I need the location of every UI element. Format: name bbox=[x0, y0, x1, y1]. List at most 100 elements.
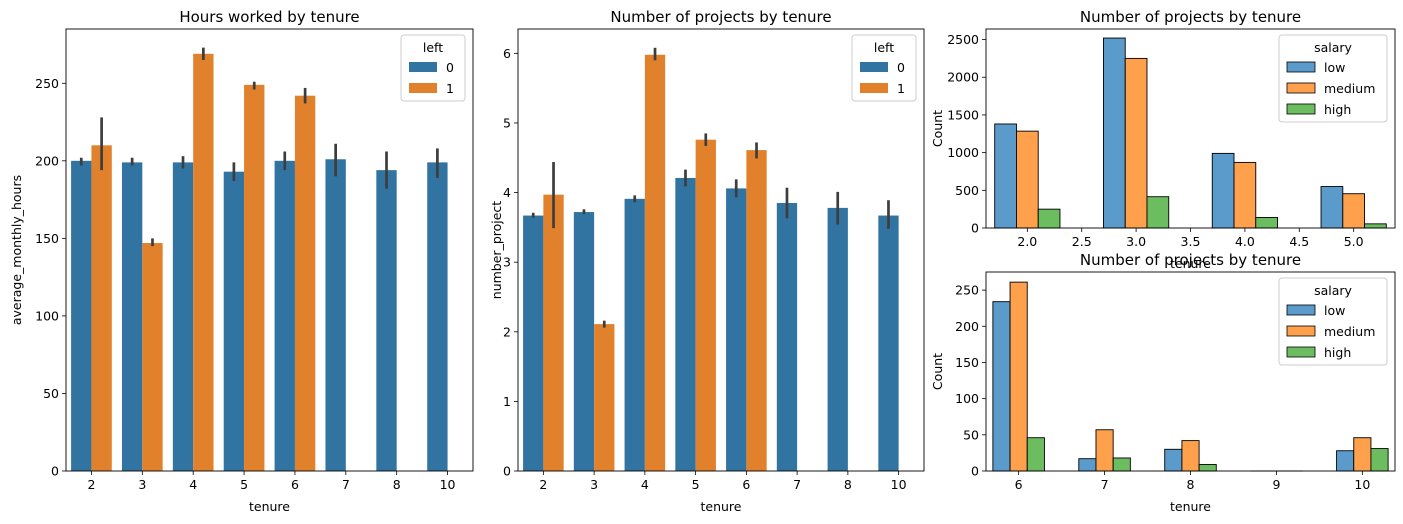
chart2-legend-label: 0 bbox=[897, 60, 905, 75]
chart3-ytick-label: 1500 bbox=[947, 107, 979, 122]
chart3-legend-box bbox=[1278, 34, 1388, 123]
axes-frame bbox=[985, 271, 1396, 472]
chart4-bar bbox=[1095, 429, 1114, 472]
chart3-bar bbox=[994, 123, 1017, 229]
chart1-legend-title: left bbox=[423, 40, 443, 55]
chart3-bar bbox=[1320, 186, 1344, 229]
chart3-xtick-label: 3.0 bbox=[1126, 234, 1146, 249]
chart2-bar bbox=[573, 212, 595, 471]
chart4-legend-box bbox=[1278, 277, 1388, 366]
chart1-ytick-label: 200 bbox=[35, 153, 59, 168]
chart2-xtick-label: 7 bbox=[793, 477, 801, 492]
chart2-bar bbox=[726, 188, 747, 471]
chart3-xlabel: tenure bbox=[1170, 256, 1211, 271]
chart2-xtick-label: 10 bbox=[891, 477, 907, 492]
chart3-legend-label: low bbox=[1324, 60, 1345, 75]
chart3-xtick-label: 4.0 bbox=[1235, 234, 1255, 249]
chart1-xtick-label: 8 bbox=[393, 477, 401, 492]
chart1-ytick-label: 150 bbox=[35, 231, 59, 246]
chart1-bar bbox=[223, 171, 245, 471]
chart2-legend-title: left bbox=[874, 40, 894, 55]
chart1-bar bbox=[172, 162, 194, 472]
chart4-xtick-label: 6 bbox=[1015, 477, 1023, 492]
axes-frame bbox=[985, 28, 1396, 229]
chart4-title: Number of projects by tenure bbox=[1080, 251, 1301, 269]
chart1-xtick-label: 2 bbox=[87, 477, 95, 492]
chart3-legend-label: medium bbox=[1324, 81, 1375, 96]
chart1-xtick-label: 7 bbox=[342, 477, 350, 492]
chart3-xtick-label: 4.5 bbox=[1289, 234, 1309, 249]
chart4-bar bbox=[1336, 450, 1355, 472]
chart1-xtick-label: 6 bbox=[291, 477, 299, 492]
chart3-bar bbox=[1342, 193, 1365, 229]
chart3-legend-swatch bbox=[1286, 82, 1316, 94]
chart3-ytick-label: 0 bbox=[971, 221, 979, 236]
chart1-legend-swatch bbox=[409, 83, 437, 93]
chart4-bar bbox=[1198, 464, 1217, 472]
chart2-xtick-label: 8 bbox=[844, 477, 852, 492]
chart4-bar bbox=[1026, 437, 1045, 472]
chart2-ytick-label: 6 bbox=[503, 46, 511, 61]
chart4-legend-label: low bbox=[1324, 303, 1345, 318]
chart2-bar bbox=[594, 324, 615, 471]
chart2-legend-swatch bbox=[860, 62, 888, 72]
chart4-ytick-label: 150 bbox=[955, 355, 979, 370]
chart2-bar bbox=[746, 150, 767, 471]
chart1-xtick-label: 10 bbox=[440, 477, 456, 492]
chart3-xtick-label: 3.5 bbox=[1181, 234, 1201, 249]
chart1-legend-swatch bbox=[409, 62, 437, 72]
chart3-bar bbox=[1255, 216, 1278, 229]
chart3: 2.0 2.5 3.0 3.5 4.0 4.5 5.0 0 500 1000 1500 2000 250… bbox=[930, 8, 1396, 271]
chart1-legend-label: 1 bbox=[446, 81, 454, 96]
chart2-bar bbox=[878, 215, 899, 471]
chart3-ylabel: Count bbox=[930, 110, 945, 147]
chart4-ylabel: Count bbox=[930, 353, 945, 390]
chart2-xtick-label: 6 bbox=[742, 477, 750, 492]
chart2-bar bbox=[543, 194, 564, 471]
chart3-legend-swatch bbox=[1286, 61, 1316, 73]
chart3-bar bbox=[1016, 130, 1039, 229]
chart4-xtick-label: 8 bbox=[1187, 477, 1195, 492]
chart1-bar bbox=[71, 160, 92, 471]
chart1-ytick-label: 50 bbox=[43, 386, 59, 401]
chart1-xtick-label: 3 bbox=[138, 477, 146, 492]
chart4-legend-title: salary bbox=[1314, 283, 1352, 298]
chart3-ytick-label: 2500 bbox=[947, 32, 979, 47]
chart4-legend-label: medium bbox=[1324, 324, 1375, 339]
chart1-bar bbox=[376, 170, 397, 471]
chart2-bar bbox=[624, 198, 645, 472]
chart4-ytick-label: 50 bbox=[963, 427, 979, 442]
chart3-bar bbox=[1037, 208, 1061, 229]
chart4-bar bbox=[1164, 448, 1183, 472]
chart1-legend-label: 0 bbox=[446, 60, 454, 75]
chart4-legend-swatch bbox=[1286, 346, 1316, 358]
chart4-ytick-label: 250 bbox=[955, 283, 979, 298]
chart3-ytick-label: 2000 bbox=[947, 70, 979, 85]
chart4-xtick-label: 7 bbox=[1101, 477, 1109, 492]
chart1-title: Hours worked by tenure bbox=[179, 8, 359, 26]
chart3-bar bbox=[1364, 223, 1387, 229]
chart2-ytick-label: 0 bbox=[503, 464, 511, 479]
chart3-legend-swatch bbox=[1286, 103, 1316, 115]
axes-frame bbox=[65, 28, 474, 472]
chart2-bar bbox=[695, 139, 716, 471]
chart4-bar bbox=[1181, 440, 1200, 472]
chart1-ytick-label: 250 bbox=[35, 76, 59, 91]
chart1-bar bbox=[274, 160, 295, 471]
chart3-ytick-label: 500 bbox=[955, 183, 979, 198]
chart2-xtick-label: 4 bbox=[641, 477, 649, 492]
chart2-ytick-label: 1 bbox=[503, 394, 511, 409]
chart2-xlabel: tenure bbox=[701, 499, 742, 514]
chart3-xtick-label: 2.0 bbox=[1017, 234, 1037, 249]
chart2-bar bbox=[776, 203, 798, 471]
chart4-xtick-label: 9 bbox=[1272, 477, 1280, 492]
chart2-bar bbox=[827, 207, 848, 471]
chart2-bar bbox=[523, 215, 544, 471]
chart4-legend-swatch bbox=[1286, 304, 1316, 316]
chart1-bar bbox=[325, 159, 346, 471]
chart2-xtick-label: 5 bbox=[692, 477, 700, 492]
